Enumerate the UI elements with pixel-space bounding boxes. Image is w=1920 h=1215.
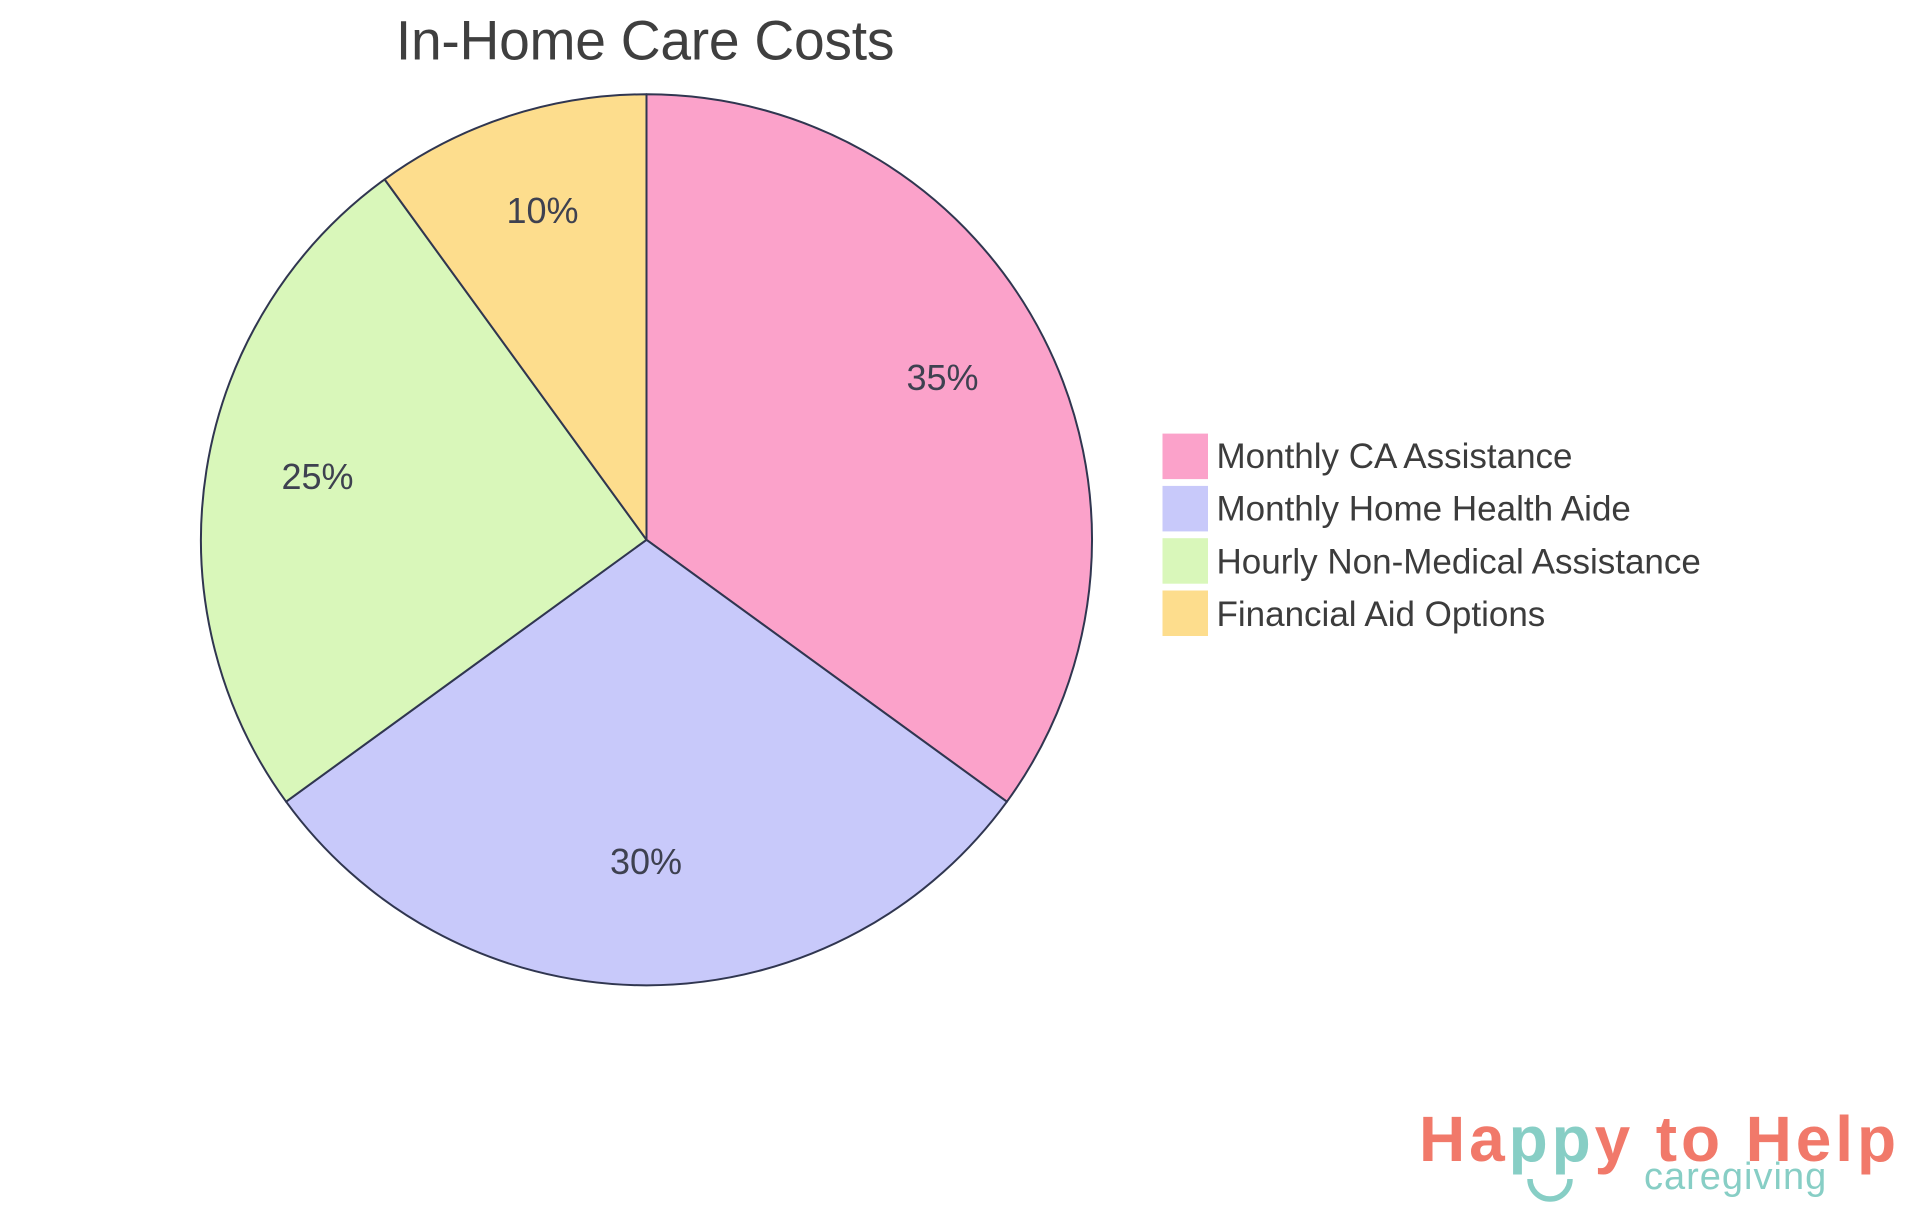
svg-text:25%: 25%: [281, 456, 353, 497]
svg-text:10%: 10%: [506, 190, 578, 231]
svg-text:35%: 35%: [906, 357, 978, 398]
svg-text:Monthly Home Health Aide: Monthly Home Health Aide: [1217, 490, 1631, 529]
svg-text:In-Home Care Costs: In-Home Care Costs: [396, 10, 894, 72]
svg-text:Hourly Non-Medical Assistance: Hourly Non-Medical Assistance: [1217, 543, 1701, 582]
svg-text:Happy to Help: Happy to Help: [1419, 1103, 1900, 1175]
svg-text:Monthly CA Assistance: Monthly CA Assistance: [1217, 437, 1573, 476]
svg-text:Financial Aid Options: Financial Aid Options: [1217, 595, 1546, 634]
svg-text:caregiving: caregiving: [1644, 1156, 1827, 1198]
svg-text:30%: 30%: [610, 841, 682, 882]
